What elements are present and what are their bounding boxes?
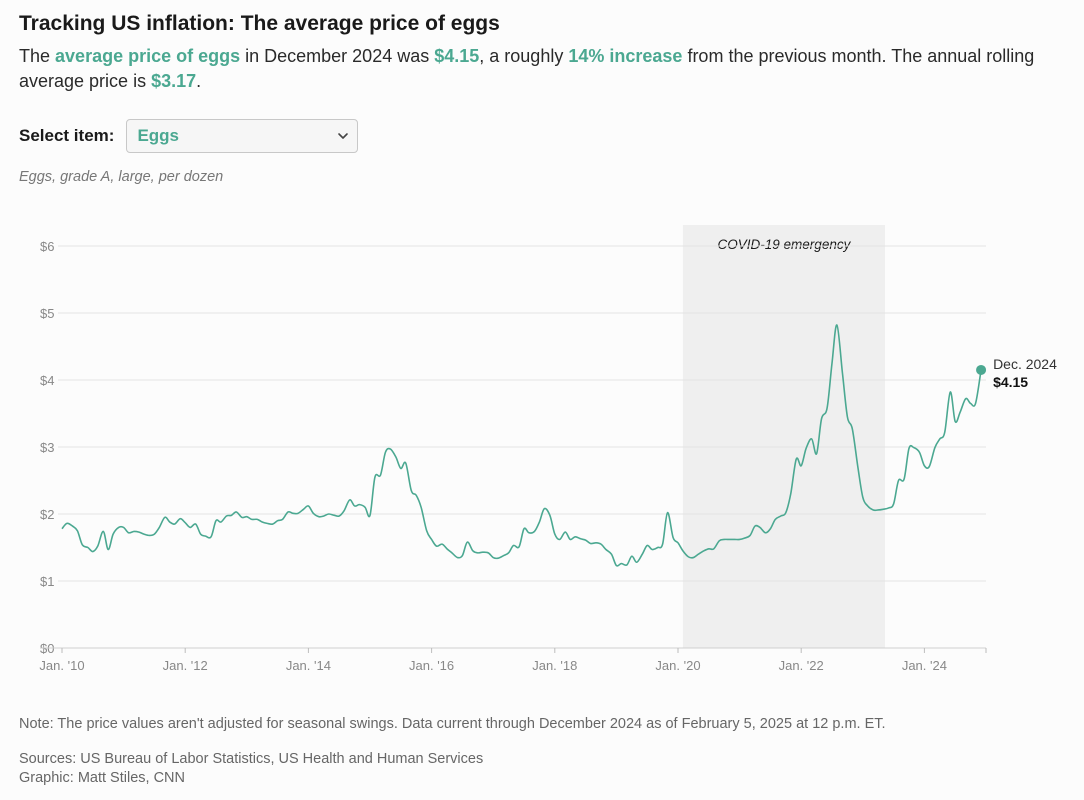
item-select-dropdown[interactable]: Eggs (126, 119, 359, 153)
x-tick-label-1: Jan. '12 (163, 658, 208, 673)
covid-shaded-region (682, 225, 885, 648)
item-selector-row: Select item: Eggs (19, 118, 359, 154)
subtitle-text-5: . (196, 71, 202, 91)
sources-text: Sources: US Bureau of Labor Statistics, … (19, 751, 484, 767)
subtitle-highlight-item: average price of eggs (55, 46, 241, 66)
sources-block: Sources: US Bureau of Labor Statistics, … (19, 750, 483, 788)
subtitle-highlight-average: $3.17 (151, 71, 197, 91)
page-title: Tracking US inflation: The average price… (19, 12, 500, 35)
x-tick-label-5: Jan. '20 (655, 658, 700, 673)
footnote: Note: The price values aren't adjusted f… (19, 716, 886, 732)
latest-point-marker[interactable] (976, 364, 987, 375)
graphic-credit: Graphic: Matt Stiles, CNN (19, 770, 185, 786)
y-tick-label-5: $5 (40, 306, 54, 321)
subtitle-text-3: , a roughly (479, 46, 569, 66)
chevron-down-icon (338, 133, 349, 139)
y-tick-label-1: $1 (40, 574, 54, 589)
x-tick-label-6: Jan. '22 (779, 658, 824, 673)
y-gridlines (58, 245, 986, 582)
line-chart: COVID-19 emergency $0$1$2$3$4$5$6 Jan. '… (39, 225, 1057, 673)
select-item-label: Select item: (19, 126, 115, 145)
latest-point-value-label: $4.15 (993, 374, 1028, 390)
y-tick-label-4: $4 (40, 373, 54, 388)
x-tick-label-7: Jan. '24 (902, 658, 947, 673)
y-tick-label-6: $6 (40, 239, 54, 254)
item-select-value: Eggs (137, 126, 179, 145)
x-axis: Jan. '10 Jan. '12 Jan. '14 Jan. '16 Jan. '18… (39, 647, 987, 673)
subtitle-highlight-price: $4.15 (434, 46, 480, 66)
y-tick-label-2: $2 (40, 507, 54, 522)
x-tick-label-4: Jan. '18 (532, 658, 577, 673)
x-tick-label-2: Jan. '14 (286, 658, 331, 673)
subtitle-text-1: The (19, 46, 56, 66)
units-note: Eggs, grade A, large, per dozen (19, 169, 224, 185)
x-tick-label-0: Jan. '10 (39, 658, 84, 673)
subtitle-text-4: from the previous month. The annual roll… (19, 46, 1035, 91)
latest-point-date-label: Dec. 2024 (993, 356, 1057, 372)
subtitle-text-2: in December 2024 was (240, 46, 435, 66)
eggs-price-line (61, 324, 982, 567)
chart-subtitle: The average price of eggs in December 20… (19, 44, 1069, 94)
x-tick-label-3: Jan. '16 (409, 658, 454, 673)
y-axis-tick-labels: $0$1$2$3$4$5$6 (40, 239, 54, 656)
covid-region-label: COVID-19 emergency (718, 237, 852, 252)
subtitle-highlight-change: 14% increase (568, 46, 683, 66)
y-tick-label-3: $3 (40, 440, 54, 455)
